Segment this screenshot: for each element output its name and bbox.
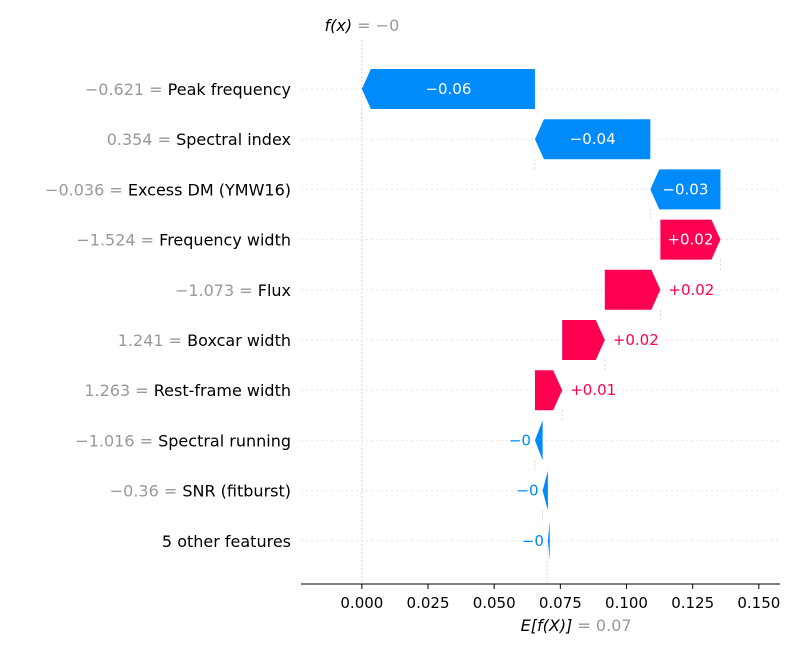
connector-layer xyxy=(361,109,721,521)
x-tick-label: 0.150 xyxy=(737,594,780,612)
contribution-label: −0 xyxy=(522,532,544,550)
feature-name: Frequency width xyxy=(159,230,291,249)
feature-name: Flux xyxy=(258,280,291,299)
expected-value-number: = 0.07 xyxy=(572,616,631,635)
feature-value: −0.36 = xyxy=(110,481,183,500)
feature-bar xyxy=(547,520,550,561)
expected-value-label: E[f(X)] = 0.07 xyxy=(521,616,632,635)
label-layer: −0.06 −0.621 = Peak frequency −0.04 0.354 =… xyxy=(45,80,714,551)
feature-label: −0.36 = SNR (fitburst) xyxy=(110,481,291,500)
feature-bar xyxy=(604,269,661,310)
fx-label-value: = −0 xyxy=(352,16,399,35)
contribution-label: −0 xyxy=(516,482,538,500)
contribution-label: +0.01 xyxy=(570,381,616,399)
feature-label: −1.524 = Frequency width xyxy=(76,230,291,249)
contribution-label: −0.06 xyxy=(425,80,471,98)
bar-layer xyxy=(361,69,721,561)
feature-bar xyxy=(534,420,543,461)
contribution-label: −0.04 xyxy=(570,130,616,148)
contribution-label: +0.02 xyxy=(667,231,713,249)
x-tick-label: 0.025 xyxy=(407,594,450,612)
feature-label: −0.036 = Excess DM (YMW16) xyxy=(45,180,291,199)
feature-value: −1.524 = xyxy=(76,230,159,249)
feature-label: 1.241 = Boxcar width xyxy=(118,331,291,350)
feature-name: 5 other features xyxy=(162,531,291,550)
feature-bar xyxy=(361,69,535,109)
feature-label: 0.354 = Spectral index xyxy=(107,130,291,149)
feature-bar xyxy=(534,119,651,160)
feature-bar xyxy=(534,370,563,411)
feature-value: −1.016 = xyxy=(75,431,158,450)
feature-value: 0.354 = xyxy=(107,130,176,149)
fx-label: f(x) = −0 xyxy=(324,16,399,35)
feature-value: 1.263 = xyxy=(84,381,153,400)
feature-value: −1.073 = xyxy=(175,280,258,299)
feature-bar xyxy=(650,169,721,210)
feature-bar xyxy=(542,470,548,511)
feature-name: Peak frequency xyxy=(168,80,291,99)
feature-value: 1.241 = xyxy=(118,331,187,350)
contribution-label: −0 xyxy=(509,431,531,449)
feature-name: Spectral index xyxy=(176,130,291,149)
feature-name: Spectral running xyxy=(158,431,291,450)
feature-label: 5 other features xyxy=(162,531,291,550)
feature-bar xyxy=(660,219,721,260)
feature-label: −1.073 = Flux xyxy=(175,280,291,299)
feature-name: Excess DM (YMW16) xyxy=(128,180,291,199)
feature-label: −0.621 = Peak frequency xyxy=(85,80,291,99)
expected-value-fn: E[f(X)] xyxy=(521,616,573,635)
fx-label-fn: f(x) xyxy=(324,16,352,35)
x-tick-label: 0.125 xyxy=(671,594,714,612)
feature-name: SNR (fitburst) xyxy=(182,481,291,500)
x-tick-label: 0.100 xyxy=(605,594,648,612)
feature-value: −0.036 = xyxy=(45,180,128,199)
feature-label: −1.016 = Spectral running xyxy=(75,431,291,450)
x-tick-label: 0.050 xyxy=(473,594,516,612)
feature-bar xyxy=(562,320,605,360)
x-tick-label: 0.075 xyxy=(539,594,582,612)
feature-name: Boxcar width xyxy=(187,331,291,350)
contribution-label: +0.02 xyxy=(613,331,659,349)
contribution-label: +0.02 xyxy=(668,281,714,299)
x-axis: 0.000 0.025 0.050 0.075 0.100 0.125 0.150 xyxy=(301,583,780,612)
feature-name: Rest-frame width xyxy=(154,381,291,400)
feature-value: −0.621 = xyxy=(85,80,168,99)
x-tick-label: 0.000 xyxy=(340,594,383,612)
feature-label: 1.263 = Rest-frame width xyxy=(84,381,291,400)
contribution-label: −0.03 xyxy=(662,180,708,198)
grid-layer xyxy=(301,40,780,584)
